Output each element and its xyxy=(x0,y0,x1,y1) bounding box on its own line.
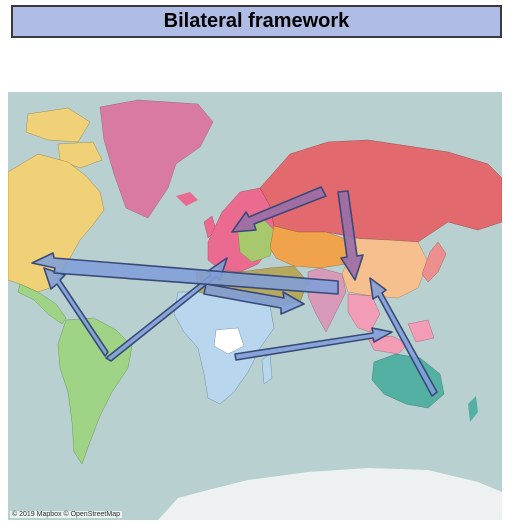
page-title: Bilateral framework xyxy=(163,10,350,32)
region-central-africa[interactable] xyxy=(213,327,245,355)
arrow-layer xyxy=(31,186,438,397)
region-australia[interactable] xyxy=(371,353,445,409)
map-canvas xyxy=(8,92,502,520)
arrow-europe-to-india[interactable] xyxy=(203,283,305,315)
map-attribution[interactable]: © 2019 Mapbox © OpenStreetMap xyxy=(10,511,122,518)
arrow-russia-to-china[interactable] xyxy=(337,190,364,281)
region-madagascar[interactable] xyxy=(261,353,273,385)
region-japan[interactable] xyxy=(421,241,447,283)
region-east-asia[interactable] xyxy=(341,237,429,299)
region-greenland[interactable] xyxy=(99,99,214,219)
region-iceland[interactable] xyxy=(176,192,198,206)
arrow-africa-to-southeast-asia[interactable] xyxy=(234,327,393,361)
region-antarctica[interactable] xyxy=(158,468,502,520)
title-banner: Bilateral framework xyxy=(11,5,502,38)
region-central-asia[interactable] xyxy=(269,225,349,269)
arrow-russia-to-europe[interactable] xyxy=(231,186,327,233)
arrow-india-to-north-america[interactable] xyxy=(31,252,339,295)
region-central-america[interactable] xyxy=(17,283,67,325)
region-new-zealand[interactable] xyxy=(468,396,478,422)
region-arctic-islands[interactable] xyxy=(25,107,103,169)
world-map[interactable]: © 2019 Mapbox © OpenStreetMap xyxy=(8,92,502,520)
arrow-australia-to-china[interactable] xyxy=(369,277,438,397)
